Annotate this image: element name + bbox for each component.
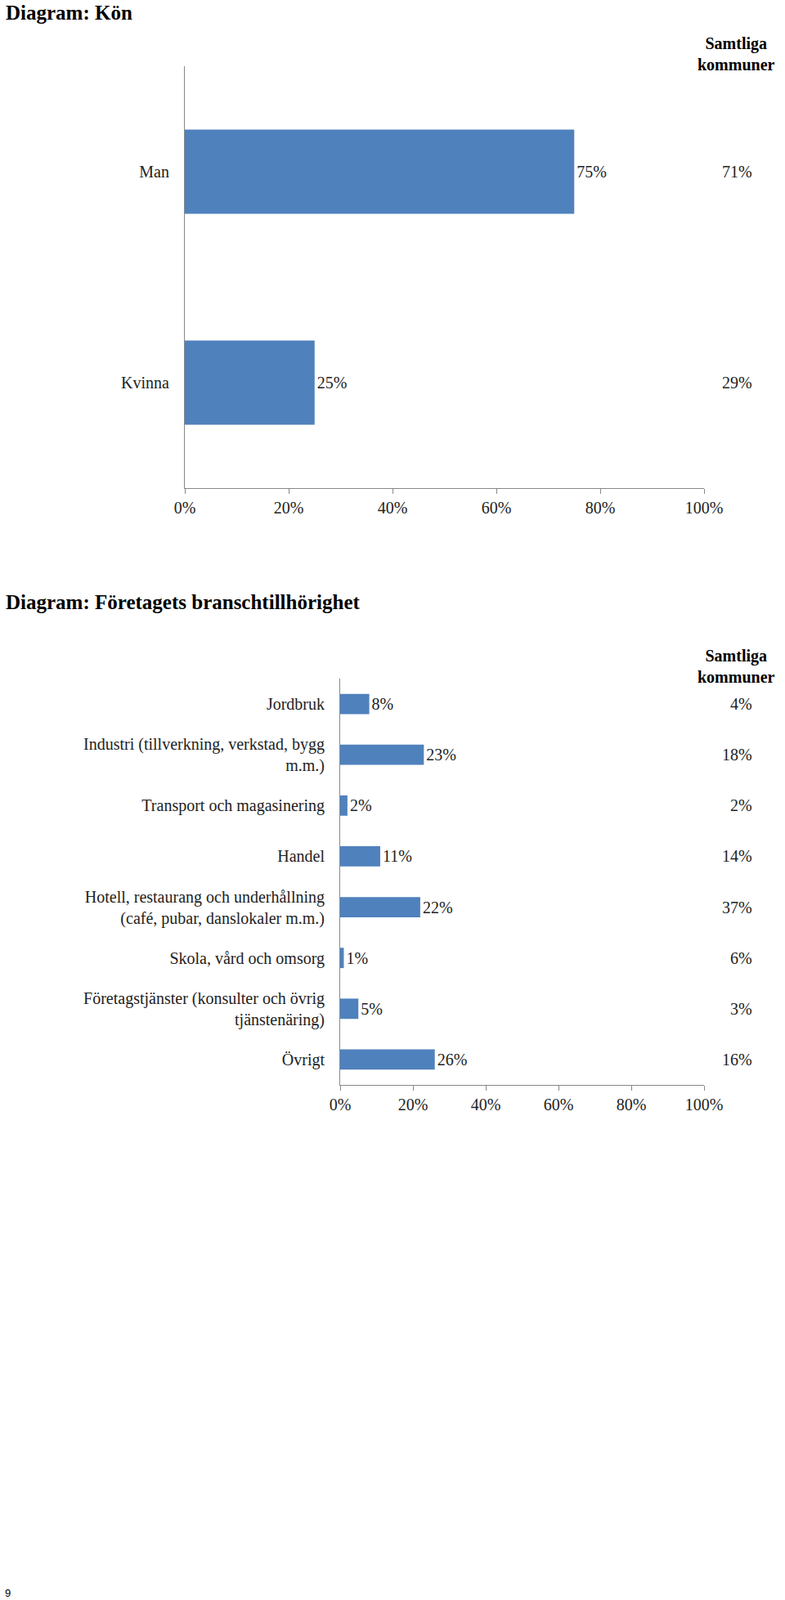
svg-text:Hotell, restaurang och underhå: Hotell, restaurang och underhållning(caf… — [85, 888, 325, 929]
svg-text:14%: 14% — [722, 847, 753, 866]
svg-text:Handel: Handel — [277, 847, 325, 866]
svg-text:75%: 75% — [576, 162, 607, 181]
svg-text:29%: 29% — [722, 373, 753, 392]
svg-text:60%: 60% — [481, 498, 512, 517]
svg-text:0%: 0% — [329, 1095, 352, 1114]
svg-text:4%: 4% — [730, 695, 753, 714]
svg-text:Samtligakommuner: Samtligakommuner — [697, 34, 776, 74]
svg-text:6%: 6% — [730, 949, 753, 968]
svg-text:37%: 37% — [722, 898, 753, 917]
svg-text:60%: 60% — [543, 1095, 575, 1114]
svg-text:9: 9 — [4, 1587, 11, 1600]
svg-text:25%: 25% — [317, 373, 348, 392]
svg-text:40%: 40% — [377, 498, 409, 517]
svg-text:Samtligakommuner: Samtligakommuner — [697, 646, 776, 687]
svg-text:Man: Man — [139, 162, 170, 181]
svg-text:20%: 20% — [273, 498, 305, 517]
svg-text:16%: 16% — [722, 1050, 753, 1069]
svg-text:1%: 1% — [345, 949, 368, 968]
svg-text:Industri (tillverkning, verkst: Industri (tillverkning, verkstad, byggm.… — [83, 735, 325, 776]
svg-text:0%: 0% — [174, 498, 197, 517]
svg-text:80%: 80% — [585, 498, 616, 517]
svg-text:8%: 8% — [372, 695, 395, 714]
svg-text:Diagram: Kön: Diagram: Kön — [5, 1, 133, 24]
svg-text:2%: 2% — [349, 796, 373, 815]
svg-text:80%: 80% — [616, 1095, 647, 1114]
svg-text:3%: 3% — [730, 1000, 753, 1019]
svg-text:23%: 23% — [426, 745, 457, 764]
svg-text:11%: 11% — [382, 847, 413, 866]
svg-text:40%: 40% — [471, 1095, 502, 1114]
svg-text:Skola, vård och omsorg: Skola, vård och omsorg — [169, 949, 325, 969]
svg-text:100%: 100% — [685, 1095, 724, 1114]
svg-text:71%: 71% — [722, 162, 753, 181]
svg-text:18%: 18% — [722, 745, 753, 764]
svg-text:2%: 2% — [730, 796, 753, 815]
svg-text:20%: 20% — [398, 1095, 429, 1114]
svg-text:Kvinna: Kvinna — [121, 373, 170, 392]
svg-text:100%: 100% — [685, 498, 724, 517]
svg-text:26%: 26% — [437, 1050, 468, 1069]
svg-text:5%: 5% — [360, 1000, 383, 1019]
svg-text:22%: 22% — [422, 898, 454, 917]
svg-text:Diagram: Företagets branschtil: Diagram: Företagets branschtillhörighet — [5, 591, 360, 614]
svg-text:Transport och magasinering: Transport och magasinering — [141, 796, 325, 816]
svg-text:Jordbruk: Jordbruk — [266, 695, 325, 714]
svg-text:Företagstjänster (konsulter oc: Företagstjänster (konsulter och övrigtjä… — [83, 989, 325, 1030]
svg-text:Övrigt: Övrigt — [282, 1050, 326, 1070]
